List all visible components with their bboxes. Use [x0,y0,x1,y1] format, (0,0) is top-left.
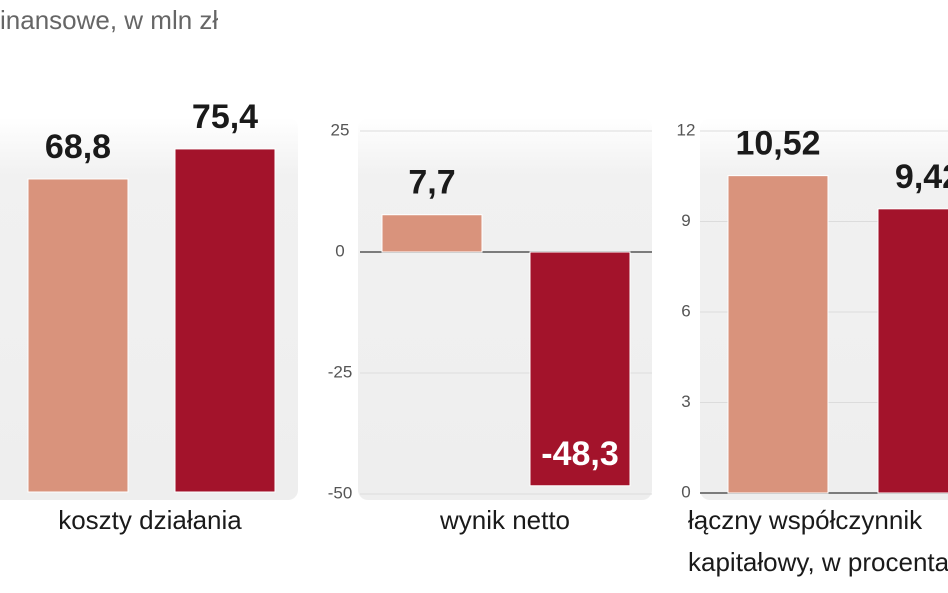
value-label: -48,3 [541,435,619,473]
bar [529,251,631,487]
bar [727,175,829,494]
y-tick-label: -25 [328,362,353,381]
category-label: koszty działania [58,505,242,535]
bar [27,178,129,493]
bar [174,148,276,493]
value-label: 10,52 [735,125,820,163]
subtitle: inansowe, w mln zł [0,5,218,35]
y-tick-label: 12 [677,120,696,139]
y-tick-label: -50 [328,483,353,502]
value-label: 9,42 [895,158,948,196]
y-tick-label: 6 [681,301,690,320]
value-label: 68,8 [45,128,111,166]
y-tick-label: 0 [681,482,690,501]
y-tick-label: 3 [681,392,690,411]
value-label: 7,7 [408,164,455,202]
y-tick-label: 0 [335,241,344,260]
category-label: łączny współczynnik [688,505,923,535]
bar [381,214,483,253]
value-label: 75,4 [192,98,258,136]
category-label: wynik netto [439,505,570,535]
bar [877,208,948,494]
y-tick-label: 25 [331,120,350,139]
category-label: kapitałowy, w procentach [688,547,948,577]
y-tick-label: 9 [681,211,690,230]
